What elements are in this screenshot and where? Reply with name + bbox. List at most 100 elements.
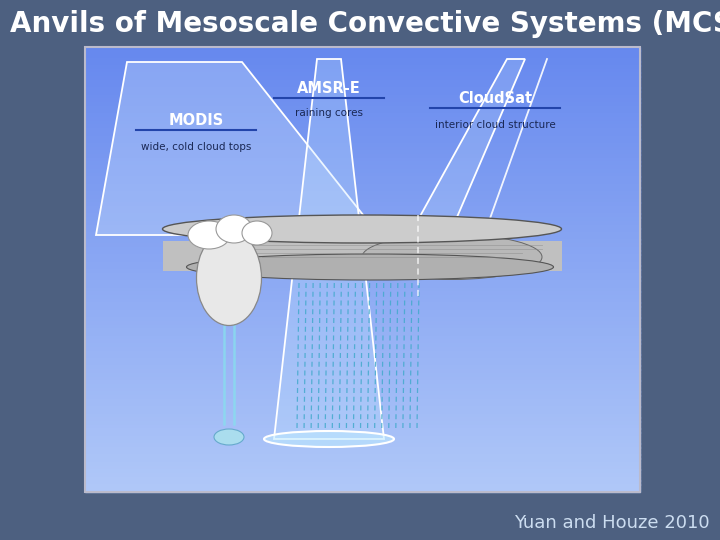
Bar (85, 402, 640, 407)
Ellipse shape (242, 221, 272, 245)
Bar (85, 287, 640, 292)
Bar (85, 392, 640, 396)
Bar (85, 69, 640, 73)
Bar (85, 258, 640, 262)
Bar (85, 366, 640, 369)
Bar (85, 165, 640, 170)
Bar (85, 455, 640, 458)
Bar (85, 87, 640, 91)
Bar (85, 180, 640, 184)
Bar (85, 124, 640, 129)
Bar (85, 443, 640, 448)
Text: raining cores: raining cores (295, 108, 363, 118)
Bar (85, 147, 640, 151)
Bar (85, 251, 640, 255)
Bar (85, 354, 640, 359)
Bar (85, 417, 640, 422)
Bar (85, 314, 640, 318)
Bar (85, 113, 640, 118)
Bar (85, 380, 640, 384)
Bar (85, 284, 640, 288)
Bar (85, 273, 640, 277)
Bar (85, 477, 640, 481)
Bar (85, 421, 640, 426)
Bar (85, 336, 640, 340)
Text: CloudSat: CloudSat (458, 91, 532, 106)
Bar (85, 98, 640, 103)
Bar (85, 484, 640, 488)
Bar (85, 332, 640, 336)
Bar (85, 232, 640, 236)
Bar (85, 261, 640, 266)
Bar (85, 340, 640, 343)
Ellipse shape (186, 254, 554, 280)
Bar (85, 173, 640, 177)
Ellipse shape (264, 431, 394, 447)
Bar (85, 128, 640, 132)
Bar (85, 187, 640, 192)
Bar (85, 195, 640, 199)
Bar (85, 221, 640, 225)
Bar (85, 410, 640, 414)
Bar (85, 451, 640, 455)
Bar (85, 225, 640, 229)
Bar (85, 440, 640, 444)
Text: Yuan and Houze 2010: Yuan and Houze 2010 (514, 514, 710, 532)
Bar (85, 210, 640, 214)
Bar (85, 317, 640, 321)
Bar (85, 388, 640, 392)
Bar (85, 488, 640, 492)
Bar (85, 117, 640, 121)
Bar (85, 106, 640, 110)
Ellipse shape (216, 215, 252, 243)
Bar (85, 458, 640, 462)
Bar (85, 76, 640, 80)
Ellipse shape (197, 231, 261, 326)
Bar (85, 414, 640, 418)
Bar (85, 243, 640, 247)
Bar (85, 46, 640, 51)
Bar (85, 120, 640, 125)
Bar (85, 299, 640, 303)
Bar (85, 94, 640, 99)
Bar (85, 247, 640, 251)
Bar (85, 395, 640, 399)
Bar (85, 80, 640, 84)
Bar (85, 50, 640, 55)
Text: MODIS: MODIS (168, 113, 224, 128)
Text: interior cloud structure: interior cloud structure (435, 120, 555, 130)
Bar (85, 239, 640, 244)
Bar (85, 473, 640, 477)
Bar (85, 265, 640, 269)
Bar (85, 191, 640, 195)
Bar (85, 132, 640, 136)
Bar (85, 425, 640, 429)
Bar (85, 295, 640, 299)
Bar (85, 306, 640, 310)
Bar (85, 54, 640, 58)
Bar (85, 462, 640, 466)
Bar (85, 176, 640, 180)
Bar (85, 406, 640, 410)
Bar (85, 47, 640, 492)
Bar (85, 343, 640, 347)
Bar (85, 102, 640, 106)
Bar (85, 169, 640, 173)
Bar (85, 65, 640, 69)
Bar (85, 362, 640, 366)
Bar (85, 465, 640, 470)
Bar (85, 310, 640, 314)
Bar (85, 269, 640, 273)
Bar (85, 328, 640, 333)
Bar (85, 110, 640, 114)
Bar (85, 150, 640, 154)
Bar (85, 139, 640, 144)
Text: Anvils of Mesoscale Convective Systems (MCSs): Anvils of Mesoscale Convective Systems (… (10, 10, 720, 38)
Bar (85, 291, 640, 295)
Bar (85, 436, 640, 440)
Text: AMSR-E: AMSR-E (297, 81, 361, 96)
Bar (85, 302, 640, 307)
Bar (85, 447, 640, 451)
Bar (85, 325, 640, 329)
Bar (85, 384, 640, 388)
